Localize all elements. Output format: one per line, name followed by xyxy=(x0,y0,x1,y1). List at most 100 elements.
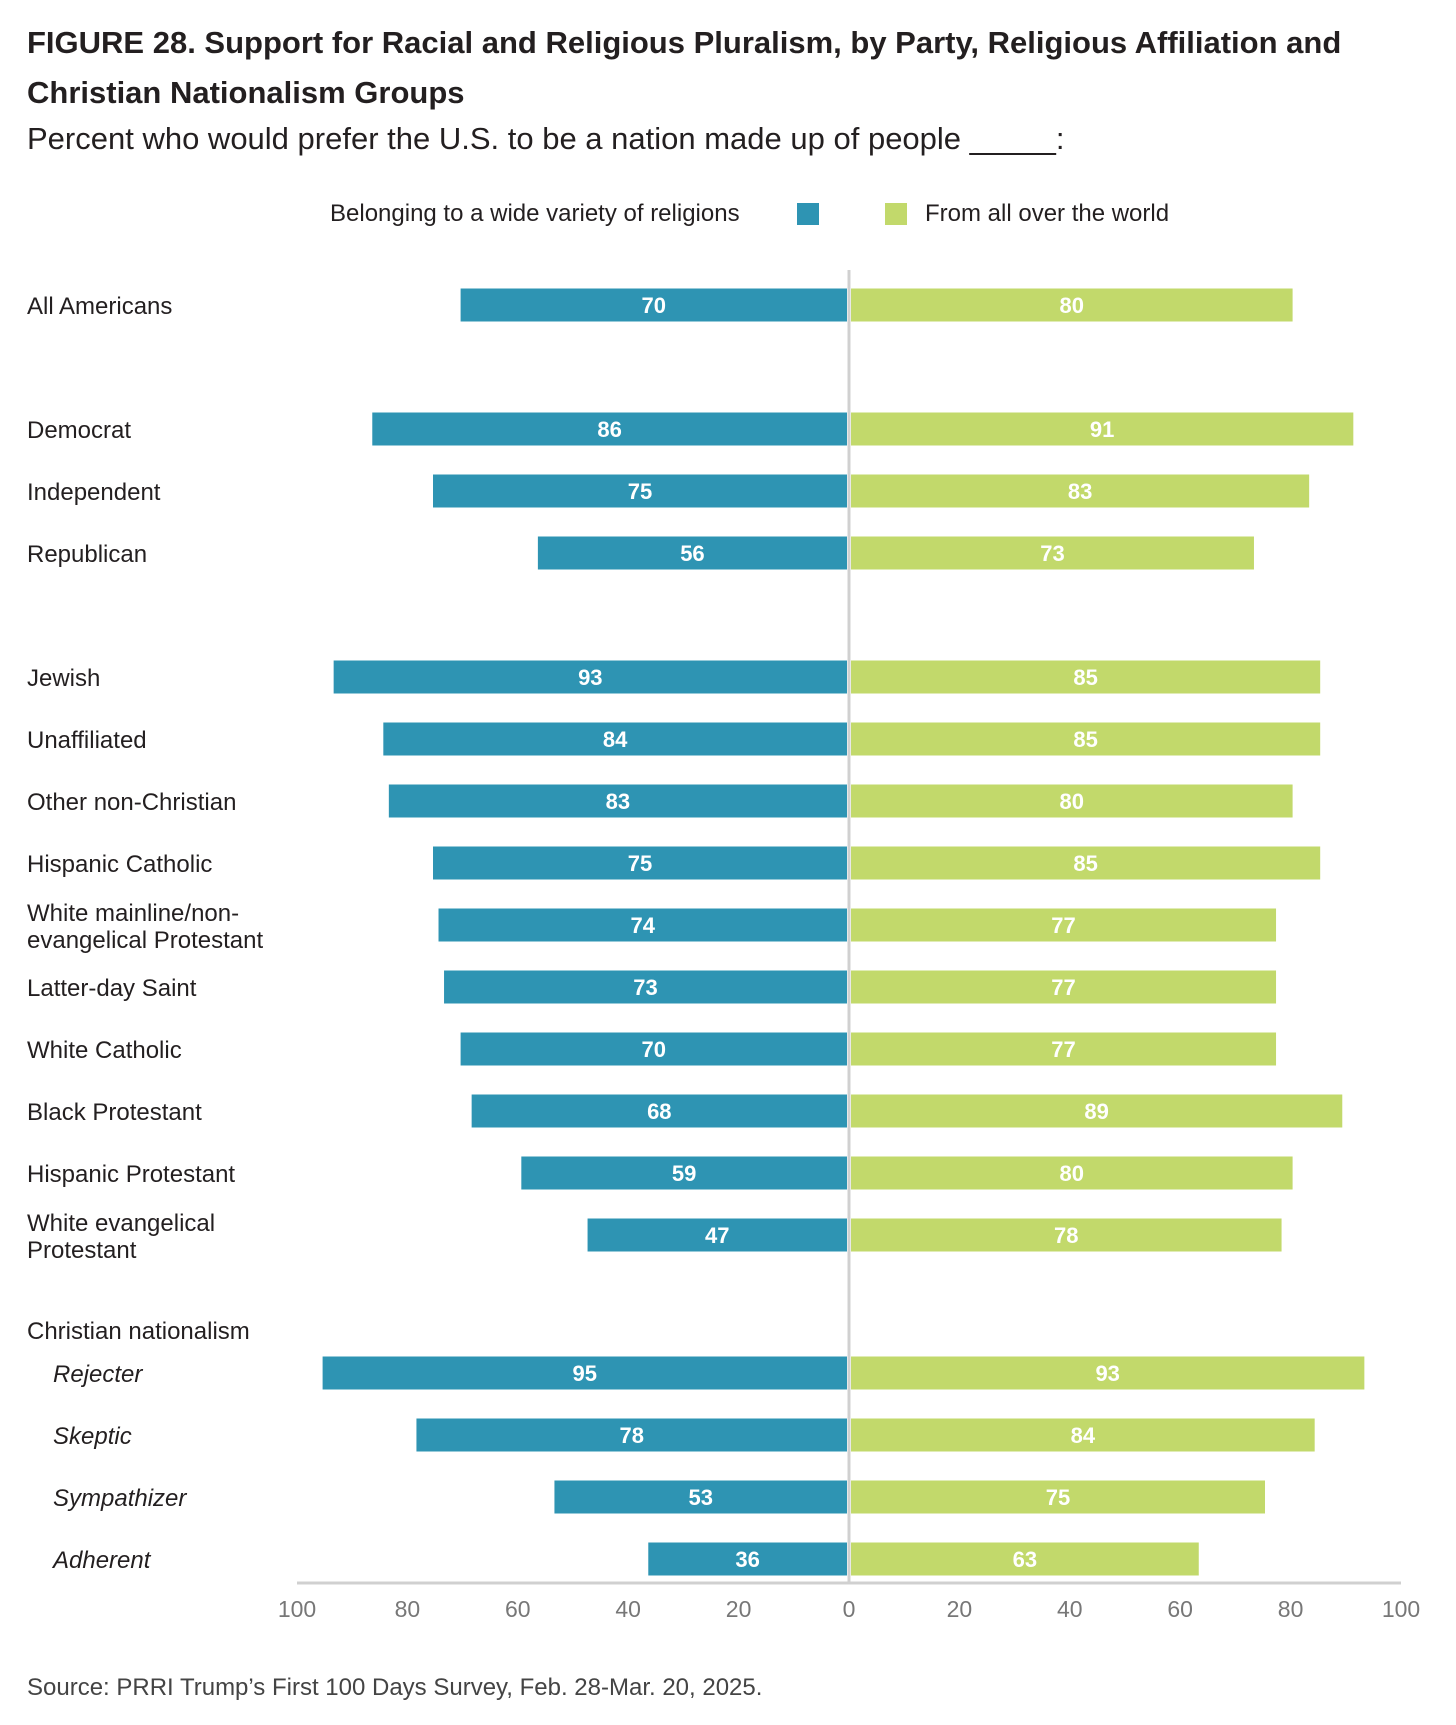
bar-religions xyxy=(372,412,847,446)
legend-label-right: From all over the world xyxy=(925,200,1170,227)
source-note: Source: PRRI Trump’s First 100 Days Surv… xyxy=(27,1674,763,1701)
bar-religions xyxy=(333,660,847,694)
value-label-world: 77 xyxy=(1051,1037,1075,1062)
bar-world xyxy=(851,288,1293,322)
value-label-religions: 70 xyxy=(642,293,666,318)
x-tick-label: 60 xyxy=(1167,1596,1193,1622)
category-label: Adherent xyxy=(51,1547,152,1574)
value-label-religions: 75 xyxy=(628,851,652,876)
bar-religions xyxy=(554,1480,847,1514)
bar-world xyxy=(851,474,1310,508)
value-label-world: 84 xyxy=(1071,1423,1096,1448)
value-label-religions: 47 xyxy=(705,1223,729,1248)
bar-world xyxy=(851,784,1293,818)
page-title: FIGURE 28. Support for Racial and Religi… xyxy=(27,25,1342,110)
value-label-world: 80 xyxy=(1060,1161,1084,1186)
bar-world xyxy=(851,1418,1315,1452)
bar-religions xyxy=(471,1094,847,1128)
value-label-world: 77 xyxy=(1051,913,1075,938)
legend-swatch-right xyxy=(885,203,907,225)
category-label: Republican xyxy=(27,541,147,568)
x-tick-label: 60 xyxy=(505,1596,531,1622)
bar-religions xyxy=(322,1356,848,1390)
value-label-world: 75 xyxy=(1046,1485,1070,1510)
bar-world xyxy=(851,1542,1199,1576)
category-label: Hispanic Protestant xyxy=(27,1161,235,1188)
category-label: Independent xyxy=(27,479,161,506)
bar-world xyxy=(851,970,1277,1004)
value-label-religions: 36 xyxy=(735,1547,759,1572)
group-header-christian-nationalism: Christian nationalism xyxy=(27,1318,250,1345)
value-label-religions: 73 xyxy=(633,975,657,1000)
legend: Belonging to a wide variety of religions… xyxy=(0,196,1456,236)
bar-world xyxy=(851,412,1354,446)
value-label-world: 78 xyxy=(1054,1223,1078,1248)
category-label: White Catholic xyxy=(27,1037,182,1064)
x-tick-label: 100 xyxy=(278,1596,316,1622)
bar-world xyxy=(851,660,1321,694)
value-label-religions: 75 xyxy=(628,479,652,504)
bar-world xyxy=(851,1156,1293,1190)
value-label-world: 80 xyxy=(1060,789,1084,814)
chart-subtitle: Percent who would prefer the U.S. to be … xyxy=(27,121,1065,156)
value-label-religions: 78 xyxy=(619,1423,643,1448)
bar-religions xyxy=(438,908,847,942)
bar-religions xyxy=(444,970,847,1004)
bar-world xyxy=(851,1094,1343,1128)
x-tick-label: 40 xyxy=(615,1596,641,1622)
bar-religions xyxy=(587,1218,847,1252)
category-label: White mainline/non- xyxy=(27,900,239,927)
bar-world xyxy=(851,908,1277,942)
category-label: Democrat xyxy=(27,417,131,444)
category-label: All Americans xyxy=(27,293,172,320)
value-label-world: 91 xyxy=(1090,417,1114,442)
bar-religions xyxy=(521,1156,847,1190)
value-label-religions: 86 xyxy=(597,417,621,442)
value-label-religions: 53 xyxy=(688,1485,712,1510)
chart-area: 100 80 60 40 20 0 20 40 60 80 100 Christian nationa… xyxy=(27,270,1420,1622)
x-tick-label: 20 xyxy=(947,1596,973,1622)
category-label-line2: Protestant xyxy=(27,1237,137,1264)
value-label-world: 73 xyxy=(1040,541,1064,566)
bar-religions xyxy=(433,846,847,880)
bar-world xyxy=(851,1218,1282,1252)
bar-religions xyxy=(416,1418,847,1452)
category-label: Skeptic xyxy=(53,1423,132,1450)
legend-label-left: Belonging to a wide variety of religions xyxy=(330,200,740,227)
category-label: Other non-Christian xyxy=(27,789,236,816)
value-label-religions: 74 xyxy=(631,913,656,938)
category-label: Sympathizer xyxy=(53,1485,187,1512)
bar-religions xyxy=(537,536,847,570)
bar-world xyxy=(851,1480,1265,1514)
value-label-world: 83 xyxy=(1068,479,1092,504)
value-label-world: 85 xyxy=(1073,665,1097,690)
value-label-religions: 56 xyxy=(680,541,704,566)
value-label-world: 85 xyxy=(1073,851,1097,876)
category-label: Black Protestant xyxy=(27,1099,202,1126)
bar-world xyxy=(851,536,1254,570)
legend-swatch-left xyxy=(797,203,819,225)
bar-world xyxy=(851,1356,1365,1390)
value-label-religions: 93 xyxy=(578,665,602,690)
value-label-world: 77 xyxy=(1051,975,1075,1000)
bar-religions xyxy=(388,784,847,818)
x-tick-label: 80 xyxy=(395,1596,421,1622)
value-label-world: 85 xyxy=(1073,727,1097,752)
bar-religions xyxy=(460,1032,847,1066)
x-tick-label: 40 xyxy=(1057,1596,1083,1622)
bar-religions xyxy=(460,288,847,322)
bar-world xyxy=(851,1032,1277,1066)
x-tick-label: 100 xyxy=(1382,1596,1420,1622)
category-label-line2: evangelical Protestant xyxy=(27,927,263,954)
bar-world xyxy=(851,846,1321,880)
category-label: Latter-day Saint xyxy=(27,975,197,1002)
value-label-religions: 95 xyxy=(573,1361,597,1386)
bar-world xyxy=(851,722,1321,756)
bar-religions xyxy=(383,722,847,756)
value-label-religions: 83 xyxy=(606,789,630,814)
category-label: Hispanic Catholic xyxy=(27,851,212,878)
x-tick-label: 20 xyxy=(726,1596,752,1622)
value-label-religions: 70 xyxy=(642,1037,666,1062)
bar-religions xyxy=(433,474,847,508)
category-label: Jewish xyxy=(27,665,100,692)
